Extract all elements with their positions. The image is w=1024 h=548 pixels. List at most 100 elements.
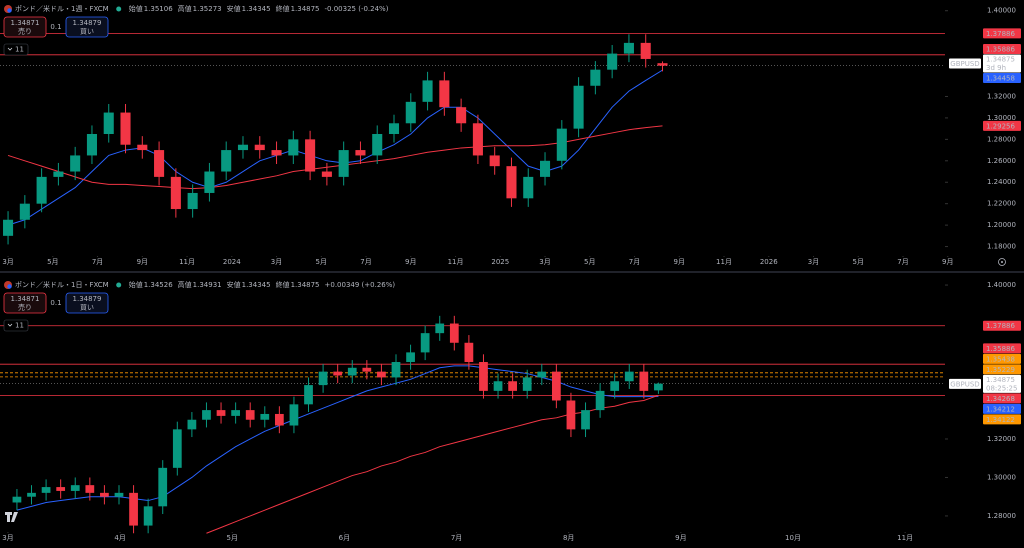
y-tick-label: 1.40000 [987, 281, 1016, 289]
candle-body [70, 155, 81, 172]
candle-body [439, 80, 450, 108]
x-tick-label: 7月 [360, 258, 371, 266]
current-price-bg [983, 54, 1021, 73]
x-tick-label: 3月 [2, 534, 13, 542]
candle-body [355, 150, 366, 156]
x-tick-label: 11月 [448, 258, 464, 266]
buy-button[interactable] [65, 292, 109, 314]
x-tick-label: 9月 [675, 534, 686, 542]
candle-body [120, 112, 131, 145]
candle-body [237, 144, 249, 151]
ohlc-value: 1.34875 [291, 5, 320, 13]
candle-body [388, 123, 400, 134]
price-label-bg [983, 44, 1021, 55]
y-tick-label: 1.24000 [987, 178, 1016, 186]
moving-average [7, 125, 663, 190]
x-tick-label: 3月 [2, 258, 13, 266]
x-tick-label: 11月 [716, 258, 732, 266]
ohlc-label: 始値 [129, 4, 143, 13]
candle-body [377, 371, 386, 378]
candle-body [231, 410, 240, 416]
candle-body [523, 176, 534, 199]
candle-body [202, 410, 211, 420]
symbol-tag-bg [949, 378, 981, 389]
candle-body [86, 134, 97, 156]
buy-button[interactable] [65, 16, 109, 38]
candle-body [245, 410, 255, 420]
candle-body [271, 150, 282, 156]
market-status [116, 6, 122, 12]
moving-average [16, 365, 659, 511]
candle-body [506, 166, 517, 199]
x-tick-label: 11月 [179, 258, 195, 266]
candle-body [221, 150, 232, 172]
x-tick-label: 7月 [451, 534, 462, 542]
candle-body [53, 171, 64, 177]
candle-body [19, 203, 30, 220]
chart-title: ポンド／米ドル・1日・FXCM [15, 280, 109, 289]
candle-body [435, 323, 445, 334]
candle-body [556, 128, 567, 161]
change: +0.00349 (+0.26%) [325, 281, 396, 289]
candle-body [479, 362, 488, 391]
settings-icon[interactable] [998, 258, 1006, 266]
price-label: 1.34122 [986, 416, 1015, 424]
plot [0, 315, 945, 534]
candle-body [103, 112, 114, 134]
price-label-bg [983, 403, 1021, 414]
candle-body [70, 485, 80, 491]
indicator-toggle[interactable] [3, 319, 29, 332]
chevron [7, 323, 13, 327]
price-label-bg [983, 320, 1021, 331]
price-label-bg [983, 364, 1021, 375]
candle-body [41, 487, 51, 493]
price-label-bg [983, 393, 1021, 404]
price-label: 1.35886 [986, 345, 1015, 353]
candle-body [422, 80, 433, 102]
spread: 0.1 [50, 23, 61, 31]
candle-body [260, 413, 270, 420]
indicator-toggle[interactable] [3, 43, 29, 56]
x-tick-label: 7月 [897, 258, 908, 266]
x-tick-label: 5月 [853, 258, 864, 266]
ohlc-label: 高値 [178, 280, 192, 289]
sell-button[interactable] [3, 16, 47, 38]
sell-button[interactable] [3, 292, 47, 314]
candle-body [274, 413, 284, 426]
candle-body [405, 101, 416, 124]
candle-body [449, 323, 459, 343]
price-label-bg [983, 73, 1021, 84]
candle-body [114, 492, 124, 497]
buy-price: 1.34879 [73, 19, 102, 27]
candle-body [216, 410, 226, 416]
y-tick-label: 1.30000 [987, 114, 1016, 122]
y-tick-label: 1.30000 [987, 473, 1016, 481]
candle-body [129, 492, 138, 526]
ohlc-value: 1.34345 [242, 5, 271, 13]
candle-body [624, 371, 634, 382]
x-tick-label: 3月 [539, 258, 550, 266]
candle-body [204, 171, 215, 193]
candle-body [607, 53, 618, 70]
buy-label: 買い [80, 28, 94, 36]
price-label: 1.34212 [986, 405, 1015, 413]
candle-body [493, 381, 503, 391]
candle-body [288, 139, 299, 156]
price-label: 1.35886 [986, 46, 1015, 54]
chevron [7, 47, 13, 51]
candle-body [304, 385, 313, 405]
sell-price: 1.34871 [11, 295, 40, 303]
candle-body [333, 371, 343, 376]
candle-body [420, 333, 430, 353]
x-tick-label: 9月 [942, 258, 953, 266]
current-price: 1.34875 [986, 376, 1015, 384]
x-tick-label: 5月 [47, 258, 58, 266]
candle-body [406, 352, 415, 363]
x-tick-label: 3月 [271, 258, 282, 266]
x-tick-label: 9月 [674, 258, 685, 266]
candle-body [640, 42, 651, 59]
indicator-count: 11 [15, 322, 24, 330]
y-tick-label: 1.20000 [987, 221, 1016, 229]
